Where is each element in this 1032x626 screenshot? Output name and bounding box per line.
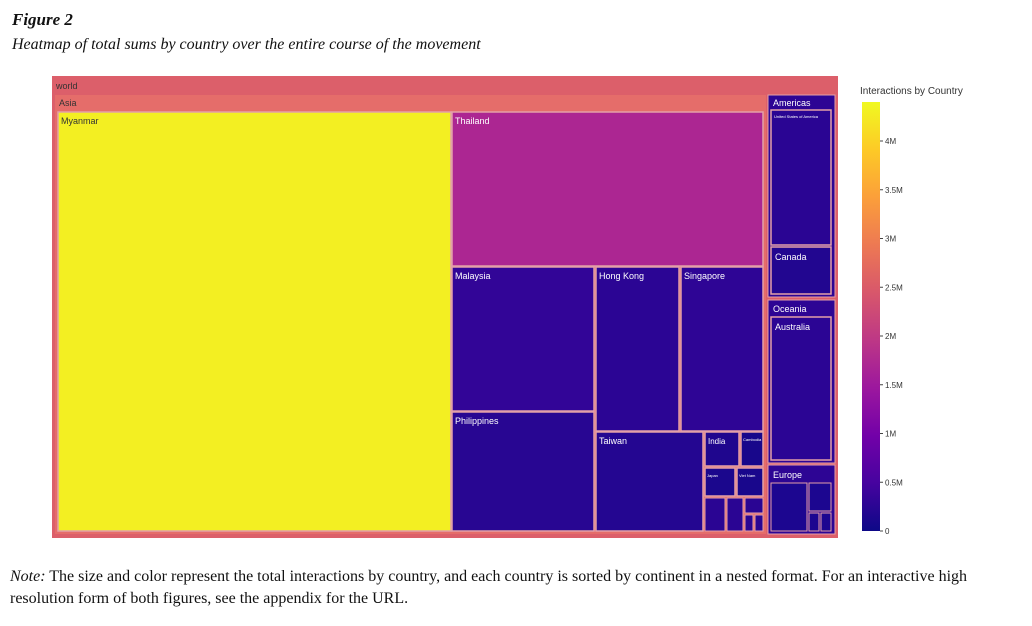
tile-asia-minor-4 <box>754 514 764 532</box>
tile-india <box>704 431 740 467</box>
tile-europe-minor-0 <box>770 482 808 532</box>
tile-label-taiwan: Taiwan <box>599 436 627 446</box>
tile-japan <box>704 467 736 497</box>
tile-label-viet-nam: Viet Nam <box>739 473 756 478</box>
tile-europe-minor-3 <box>820 512 832 532</box>
tile-taiwan <box>595 431 704 532</box>
note-prefix: Note: <box>10 568 46 585</box>
figure-label: Figure 2 <box>12 10 73 29</box>
tile-viet-nam <box>736 467 764 497</box>
tile-asia-minor-2 <box>744 497 764 514</box>
tile-label-philippines: Philippines <box>455 416 499 426</box>
tile-europe-minor-2 <box>808 512 820 532</box>
tile-usa <box>770 109 832 246</box>
tile-label-japan: Japan <box>707 473 718 478</box>
tile-label-americas: Americas <box>773 98 811 108</box>
tile-asia-minor-3 <box>744 514 754 532</box>
colorbar-tick-label: 0.5M <box>885 478 903 487</box>
tile-label-australia: Australia <box>775 322 810 332</box>
colorbar-tick-label: 1.5M <box>885 381 903 390</box>
colorbar-tick-label: 2.5M <box>885 283 903 292</box>
tile-label-asia: Asia <box>59 98 77 108</box>
tile-australia <box>770 316 832 461</box>
tile-label-singapore: Singapore <box>684 271 725 281</box>
tile-malaysia <box>451 266 595 412</box>
tile-label-malaysia: Malaysia <box>455 271 491 281</box>
tile-thailand <box>451 111 764 267</box>
tile-cambodia <box>740 431 764 467</box>
treemap-chart: world Asia Myanmar Thailand Malaysia Hong Kon… <box>52 76 963 538</box>
colorbar-tick-label: 3M <box>885 235 896 244</box>
tile-label-india: India <box>708 437 726 446</box>
colorbar-tick-label: 2M <box>885 332 896 341</box>
tile-myanmar <box>57 111 452 532</box>
colorbar-tick-label: 0 <box>885 527 890 536</box>
tile-asia-minor-1 <box>726 497 744 532</box>
tile-label-world: world <box>55 81 78 91</box>
colorbar-tick-label: 4M <box>885 137 896 146</box>
figure-note: Note: The size and color represent the t… <box>10 566 1030 610</box>
tile-label-canada: Canada <box>775 252 807 262</box>
tile-label-myanmar: Myanmar <box>61 116 99 126</box>
tile-label-hong-kong: Hong Kong <box>599 271 644 281</box>
colorbar-tick-label: 1M <box>885 430 896 439</box>
tile-europe-minor-1 <box>808 482 832 512</box>
tile-hong-kong <box>595 266 680 432</box>
tile-canada <box>770 246 832 295</box>
tile-label-oceania: Oceania <box>773 304 807 314</box>
colorbar <box>862 102 880 531</box>
tile-label-europe: Europe <box>773 470 802 480</box>
tile-asia-minor-0 <box>704 497 726 532</box>
note-text: The size and color represent the total i… <box>10 568 968 607</box>
tile-label-cambodia: Cambodia <box>743 437 762 442</box>
colorbar-title: Interactions by Country <box>860 86 963 97</box>
colorbar-tick-label: 3.5M <box>885 186 903 195</box>
tile-singapore <box>680 266 764 432</box>
figure-caption: Heatmap of total sums by country over th… <box>12 36 481 53</box>
tile-philippines <box>451 411 595 532</box>
tile-label-usa: United States of America <box>774 114 819 119</box>
tile-label-thailand: Thailand <box>455 116 490 126</box>
